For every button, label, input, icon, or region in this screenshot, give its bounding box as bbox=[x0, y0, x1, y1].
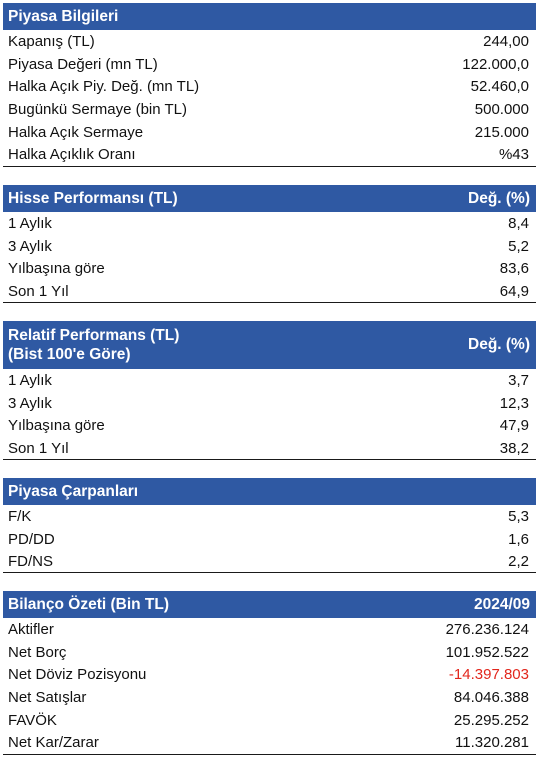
row-label: 1 Aylık bbox=[8, 371, 52, 389]
row-label: Son 1 Yıl bbox=[8, 439, 69, 457]
piyasa-carpanlari-section: Piyasa Çarpanları F/K 5,3 PD/DD 1,6 FD/NS 2… bbox=[3, 478, 536, 574]
table-row: Bugünkü Sermaye (bin TL) 500.000 bbox=[3, 98, 536, 121]
row-value: 12,3 bbox=[499, 394, 529, 412]
bilanco-ozeti-section: Bilanço Özeti (Bin TL) 2024/09 Aktifler 2… bbox=[3, 591, 536, 755]
row-value: 11.320.281 bbox=[455, 734, 529, 752]
piyasa-bilgileri-header: Piyasa Bilgileri bbox=[3, 3, 536, 30]
row-label: Net Borç bbox=[8, 643, 67, 661]
table-row: Kapanış (TL) 244,00 bbox=[3, 30, 536, 53]
section-title: Piyasa Çarpanları bbox=[8, 483, 139, 500]
hisse-performansi-section: Hisse Performansı (TL) Değ. (%) 1 Aylık 8… bbox=[3, 185, 536, 304]
section-title: Piyasa Bilgileri bbox=[8, 8, 119, 25]
table-row: Yılbaşına göre 47,9 bbox=[3, 415, 536, 438]
table-row: PD/DD 1,6 bbox=[3, 528, 536, 551]
row-label: Aktifler bbox=[8, 620, 54, 638]
row-label: Halka Açık Piy. Değ. (mn TL) bbox=[8, 78, 200, 96]
piyasa-carpanlari-header: Piyasa Çarpanları bbox=[3, 478, 536, 505]
section-title: Relatif Performans (TL) (Bist 100'e Göre… bbox=[8, 327, 180, 363]
row-value: 101.952.522 bbox=[445, 643, 529, 661]
relatif-performans-section: Relatif Performans (TL) (Bist 100'e Göre… bbox=[3, 321, 536, 461]
row-label: Halka Açık Sermaye bbox=[8, 124, 144, 142]
row-label: 3 Aylık bbox=[8, 394, 52, 412]
row-value-negative: -14.397.803 bbox=[448, 666, 529, 684]
row-value: 1,6 bbox=[508, 530, 529, 548]
row-value: 5,3 bbox=[508, 507, 529, 525]
row-label: F/K bbox=[8, 507, 32, 525]
row-value: 52.460,0 bbox=[470, 78, 529, 96]
table-row: Piyasa Değeri (mn TL) 122.000,0 bbox=[3, 53, 536, 76]
row-value: 25.295.252 bbox=[453, 712, 529, 730]
row-value: 38,2 bbox=[499, 439, 529, 457]
relatif-performans-header: Relatif Performans (TL) (Bist 100'e Göre… bbox=[3, 321, 536, 369]
table-row: 3 Aylık 12,3 bbox=[3, 392, 536, 415]
row-label: Yılbaşına göre bbox=[8, 260, 105, 278]
table-row: Son 1 Yıl 38,2 bbox=[3, 437, 536, 461]
value-column-header: Değ. (%) bbox=[468, 336, 530, 353]
row-label: 1 Aylık bbox=[8, 214, 52, 232]
row-value: 83,6 bbox=[499, 260, 529, 278]
row-label: PD/DD bbox=[8, 530, 55, 548]
hisse-performansi-header: Hisse Performansı (TL) Değ. (%) bbox=[3, 185, 536, 212]
row-value: 215.000 bbox=[474, 124, 529, 142]
table-row: Son 1 Yıl 64,9 bbox=[3, 280, 536, 304]
row-label: Halka Açıklık Oranı bbox=[8, 146, 136, 164]
table-row: Aktifler 276.236.124 bbox=[3, 618, 536, 641]
row-label: Bugünkü Sermaye (bin TL) bbox=[8, 101, 187, 119]
table-row: Halka Açık Piy. Değ. (mn TL) 52.460,0 bbox=[3, 76, 536, 99]
row-label: FD/NS bbox=[8, 552, 53, 570]
row-value: %43 bbox=[498, 146, 529, 164]
row-value: 3,7 bbox=[508, 371, 529, 389]
row-value: 500.000 bbox=[474, 101, 529, 119]
row-value: 64,9 bbox=[499, 282, 529, 300]
row-value: 5,2 bbox=[508, 237, 529, 255]
value-column-header: Değ. (%) bbox=[468, 189, 530, 207]
row-value: 84.046.388 bbox=[453, 689, 529, 707]
table-row: Net Kar/Zarar 11.320.281 bbox=[3, 732, 536, 755]
row-value: 2,2 bbox=[508, 552, 529, 570]
row-value: 276.236.124 bbox=[445, 620, 529, 638]
row-label: Kapanış (TL) bbox=[8, 32, 95, 50]
row-value: 47,9 bbox=[499, 417, 529, 435]
table-row: FD/NS 2,2 bbox=[3, 551, 536, 574]
table-row: F/K 5,3 bbox=[3, 505, 536, 528]
table-row: Net Döviz Pozisyonu -14.397.803 bbox=[3, 664, 536, 687]
row-label: Son 1 Yıl bbox=[8, 282, 69, 300]
row-label: Piyasa Değeri (mn TL) bbox=[8, 55, 158, 73]
table-row: 1 Aylık 8,4 bbox=[3, 212, 536, 235]
row-label: 3 Aylık bbox=[8, 237, 52, 255]
table-row: 3 Aylık 5,2 bbox=[3, 235, 536, 258]
row-label: FAVÖK bbox=[8, 712, 57, 730]
value-column-header: 2024/09 bbox=[473, 595, 530, 613]
table-row: Yılbaşına göre 83,6 bbox=[3, 258, 536, 281]
table-row: FAVÖK 25.295.252 bbox=[3, 709, 536, 732]
table-row: Net Satışlar 84.046.388 bbox=[3, 686, 536, 709]
row-value: 244,00 bbox=[483, 32, 529, 50]
piyasa-bilgileri-section: Piyasa Bilgileri Kapanış (TL) 244,00 Piya… bbox=[3, 3, 536, 167]
table-row: 1 Aylık 3,7 bbox=[3, 369, 536, 392]
table-row: Net Borç 101.952.522 bbox=[3, 641, 536, 664]
section-title: Hisse Performansı (TL) bbox=[8, 190, 178, 207]
section-title: Bilanço Özeti (Bin TL) bbox=[8, 596, 170, 613]
bilanco-ozeti-header: Bilanço Özeti (Bin TL) 2024/09 bbox=[3, 591, 536, 618]
row-value: 122.000,0 bbox=[462, 55, 529, 73]
table-row: Halka Açık Sermaye 215.000 bbox=[3, 121, 536, 144]
row-label: Net Kar/Zarar bbox=[8, 734, 99, 752]
row-label: Yılbaşına göre bbox=[8, 417, 105, 435]
row-label: Net Satışlar bbox=[8, 689, 87, 707]
row-label: Net Döviz Pozisyonu bbox=[8, 666, 147, 684]
table-row: Halka Açıklık Oranı %43 bbox=[3, 144, 536, 167]
row-value: 8,4 bbox=[508, 214, 529, 232]
